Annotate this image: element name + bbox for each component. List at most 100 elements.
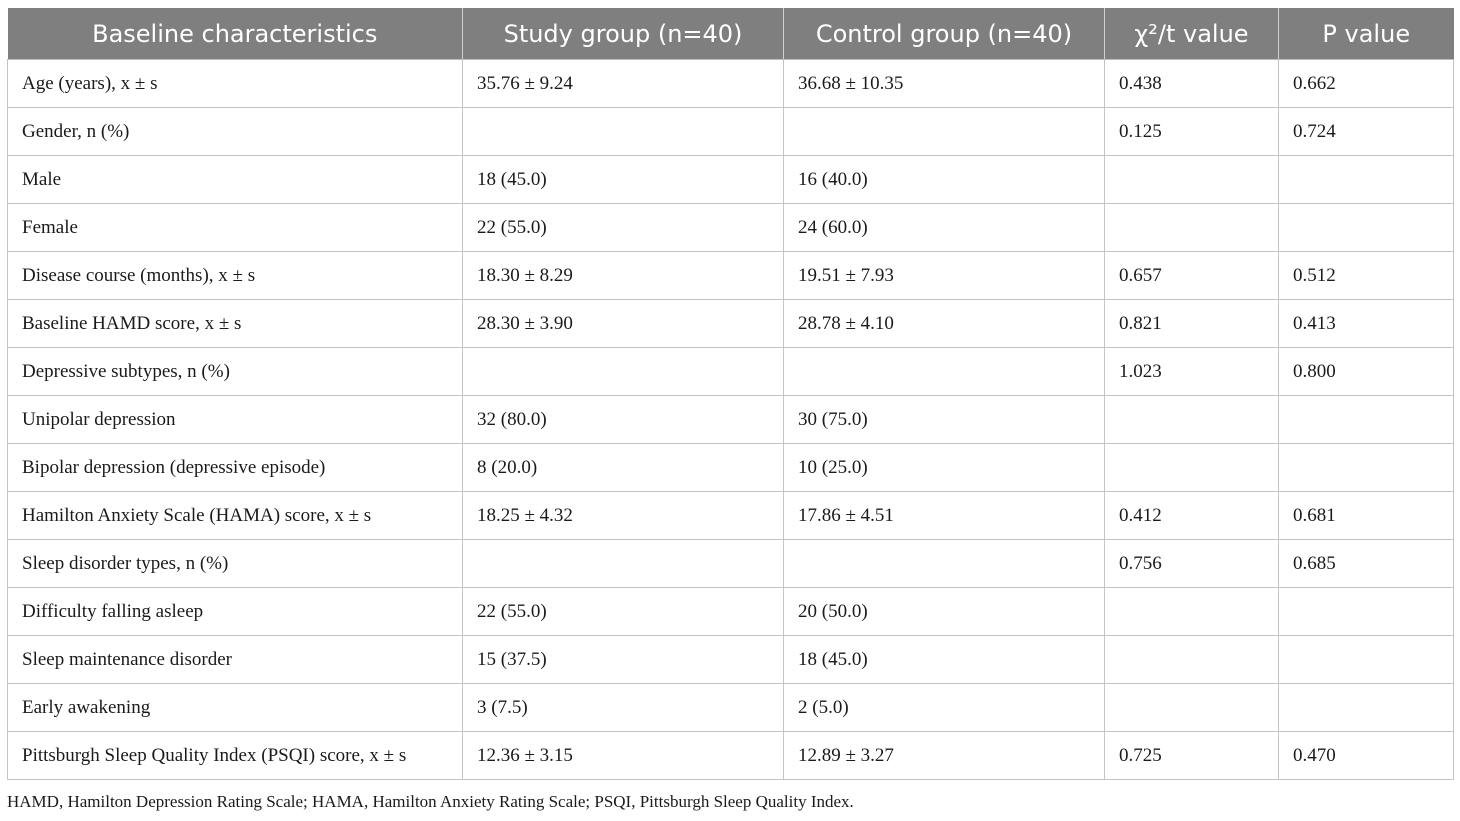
table-row: Gender, n (%) 0.125 0.724 [7,107,1454,156]
cell-test-statistic [1104,155,1279,204]
cell-control-group: 20 (50.0) [783,587,1105,636]
table-row: Depressive subtypes, n (%) 1.023 0.800 [7,347,1454,396]
cell-p-value [1278,203,1454,252]
cell-characteristic: Unipolar depression [7,395,463,444]
cell-p-value [1278,155,1454,204]
cell-p-value: 0.685 [1278,539,1454,588]
cell-study-group: 18.25 ± 4.32 [462,491,784,540]
cell-p-value [1278,395,1454,444]
header-chi2-t-value: χ²/t value [1104,8,1279,60]
cell-p-value: 0.470 [1278,731,1454,780]
table-row: Sleep maintenance disorder 15 (37.5) 18 (4… [7,635,1454,684]
cell-p-value [1278,635,1454,684]
table-body: Age (years), x ± s 35.76 ± 9.24 36.68 ± 10… [7,59,1454,780]
cell-p-value: 0.512 [1278,251,1454,300]
table-row: Unipolar depression 32 (80.0) 30 (75.0) [7,395,1454,444]
cell-p-value: 0.681 [1278,491,1454,540]
cell-study-group [462,107,784,156]
table-row: Early awakening 3 (7.5) 2 (5.0) [7,683,1454,732]
table-footnote: HAMD, Hamilton Depression Rating Scale; … [7,792,854,811]
cell-test-statistic [1104,443,1279,492]
cell-control-group: 16 (40.0) [783,155,1105,204]
table-row: Female 22 (55.0) 24 (60.0) [7,203,1454,252]
cell-test-statistic: 0.725 [1104,731,1279,780]
cell-study-group: 8 (20.0) [462,443,784,492]
cell-characteristic: Sleep maintenance disorder [7,635,463,684]
table-row: Difficulty falling asleep 22 (55.0) 20 (50… [7,587,1454,636]
table-row: Pittsburgh Sleep Quality Index (PSQI) sc… [7,731,1454,780]
cell-study-group: 3 (7.5) [462,683,784,732]
cell-characteristic: Bipolar depression (depressive episode) [7,443,463,492]
table-row: Baseline HAMD score, x ± s 28.30 ± 3.90 28… [7,299,1454,348]
cell-characteristic: Depressive subtypes, n (%) [7,347,463,396]
cell-p-value [1278,683,1454,732]
cell-test-statistic: 1.023 [1104,347,1279,396]
cell-study-group [462,347,784,396]
cell-control-group: 28.78 ± 4.10 [783,299,1105,348]
cell-characteristic: Female [7,203,463,252]
cell-test-statistic [1104,635,1279,684]
cell-characteristic: Sleep disorder types, n (%) [7,539,463,588]
cell-test-statistic [1104,587,1279,636]
cell-control-group: 19.51 ± 7.93 [783,251,1105,300]
table-row: Disease course (months), x ± s 18.30 ± 8.… [7,251,1454,300]
table-row: Male 18 (45.0) 16 (40.0) [7,155,1454,204]
cell-study-group: 22 (55.0) [462,587,784,636]
cell-test-statistic [1104,203,1279,252]
cell-study-group: 15 (37.5) [462,635,784,684]
cell-control-group: 30 (75.0) [783,395,1105,444]
cell-characteristic: Hamilton Anxiety Scale (HAMA) score, x ±… [7,491,463,540]
cell-test-statistic [1104,395,1279,444]
cell-test-statistic: 0.756 [1104,539,1279,588]
table-row: Age (years), x ± s 35.76 ± 9.24 36.68 ± 10… [7,59,1454,108]
cell-p-value [1278,587,1454,636]
cell-study-group: 28.30 ± 3.90 [462,299,784,348]
cell-test-statistic: 0.657 [1104,251,1279,300]
cell-control-group: 10 (25.0) [783,443,1105,492]
baseline-characteristics-table: Baseline characteristics Study group (n=… [7,8,1454,780]
cell-characteristic: Baseline HAMD score, x ± s [7,299,463,348]
baseline-table-container: Baseline characteristics Study group (n=… [7,8,1454,780]
header-control-group: Control group (n=40) [783,8,1105,60]
cell-control-group [783,539,1105,588]
cell-control-group: 2 (5.0) [783,683,1105,732]
cell-study-group: 12.36 ± 3.15 [462,731,784,780]
cell-test-statistic: 0.125 [1104,107,1279,156]
cell-characteristic: Age (years), x ± s [7,59,463,108]
cell-test-statistic [1104,683,1279,732]
cell-study-group: 22 (55.0) [462,203,784,252]
table-row: Sleep disorder types, n (%) 0.756 0.685 [7,539,1454,588]
table-row: Bipolar depression (depressive episode) 8… [7,443,1454,492]
cell-p-value: 0.800 [1278,347,1454,396]
cell-control-group: 17.86 ± 4.51 [783,491,1105,540]
cell-control-group: 24 (60.0) [783,203,1105,252]
cell-control-group: 12.89 ± 3.27 [783,731,1105,780]
cell-characteristic: Pittsburgh Sleep Quality Index (PSQI) sc… [7,731,463,780]
cell-characteristic: Early awakening [7,683,463,732]
cell-test-statistic: 0.438 [1104,59,1279,108]
header-baseline-characteristics: Baseline characteristics [7,8,463,60]
cell-characteristic: Disease course (months), x ± s [7,251,463,300]
cell-p-value: 0.413 [1278,299,1454,348]
header-p-value: P value [1278,8,1454,60]
cell-p-value: 0.724 [1278,107,1454,156]
cell-study-group: 35.76 ± 9.24 [462,59,784,108]
cell-study-group: 32 (80.0) [462,395,784,444]
cell-control-group [783,107,1105,156]
cell-test-statistic: 0.821 [1104,299,1279,348]
table-row: Hamilton Anxiety Scale (HAMA) score, x ±… [7,491,1454,540]
cell-study-group: 18.30 ± 8.29 [462,251,784,300]
cell-control-group [783,347,1105,396]
cell-test-statistic: 0.412 [1104,491,1279,540]
cell-study-group [462,539,784,588]
header-row: Baseline characteristics Study group (n=… [7,8,1454,60]
cell-control-group: 18 (45.0) [783,635,1105,684]
cell-p-value [1278,443,1454,492]
cell-study-group: 18 (45.0) [462,155,784,204]
header-study-group: Study group (n=40) [462,8,784,60]
cell-characteristic: Male [7,155,463,204]
cell-control-group: 36.68 ± 10.35 [783,59,1105,108]
cell-characteristic: Difficulty falling asleep [7,587,463,636]
cell-characteristic: Gender, n (%) [7,107,463,156]
cell-p-value: 0.662 [1278,59,1454,108]
